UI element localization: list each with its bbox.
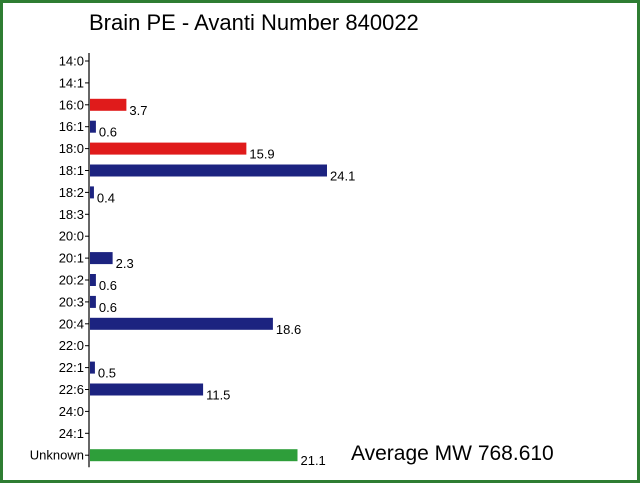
category-label: 22:6 (59, 382, 84, 397)
category-label: 18:1 (59, 163, 84, 178)
value-label: 21.1 (300, 453, 325, 468)
category-label: 16:1 (59, 119, 84, 134)
category-label: 22:1 (59, 360, 84, 375)
y-axis: 14:0 14:1 16:0 16:1 18:0 18:1 18:2 18:3 20:0 20:1… (30, 53, 90, 468)
value-label: 0.5 (98, 366, 116, 381)
value-label: 11.5 (206, 388, 230, 403)
bar-unknown (90, 449, 298, 462)
category-label: 22:0 (59, 338, 84, 353)
category-label: 20:3 (59, 294, 84, 309)
bar-18-2 (90, 186, 94, 199)
bar-20-1 (90, 252, 113, 265)
value-label: 18.6 (276, 322, 301, 337)
category-label: 18:2 (59, 185, 84, 200)
category-label: 14:1 (59, 75, 84, 90)
category-label: 20:2 (59, 273, 84, 288)
value-label: 3.7 (129, 103, 147, 118)
category-label: 20:0 (59, 229, 84, 244)
bar-20-4 (90, 317, 273, 330)
category-label: Unknown (30, 448, 84, 463)
bar-18-0 (90, 142, 247, 155)
value-label: 2.3 (116, 256, 134, 271)
category-label: 20:4 (59, 316, 84, 331)
value-label: 0.6 (99, 125, 117, 140)
bar-22-6 (90, 383, 204, 396)
bar-20-3 (90, 295, 96, 308)
average-mw-annotation: Average MW 768.610 (351, 442, 554, 465)
value-label: 15.9 (249, 147, 274, 162)
value-label: 0.6 (99, 278, 117, 293)
bar-18-1 (90, 164, 327, 177)
bar-22-1 (90, 361, 95, 374)
category-label: 16:0 (59, 97, 84, 112)
category-label: 18:3 (59, 207, 84, 222)
category-label: 18:0 (59, 141, 84, 156)
bars-layer: 3.7 0.6 15.9 24.1 0.4 2.3 0.6 0.6 18.6 0.5 11.5 21.… (90, 98, 355, 468)
bar-20-2 (90, 274, 96, 286)
category-label: 14:0 (59, 54, 84, 69)
category-label: 24:1 (59, 426, 84, 441)
chart-title: Brain PE - Avanti Number 840022 (89, 10, 419, 35)
bar-chart: Brain PE - Avanti Number 840022 3.7 0.6 15… (30, 10, 554, 468)
bar-16-1 (90, 120, 96, 133)
value-label: 24.1 (330, 169, 355, 184)
bar-16-0 (90, 98, 127, 111)
value-label: 0.6 (99, 300, 117, 315)
category-label: 20:1 (59, 251, 84, 266)
category-label: 24:0 (59, 404, 84, 419)
value-label: 0.4 (97, 190, 115, 205)
